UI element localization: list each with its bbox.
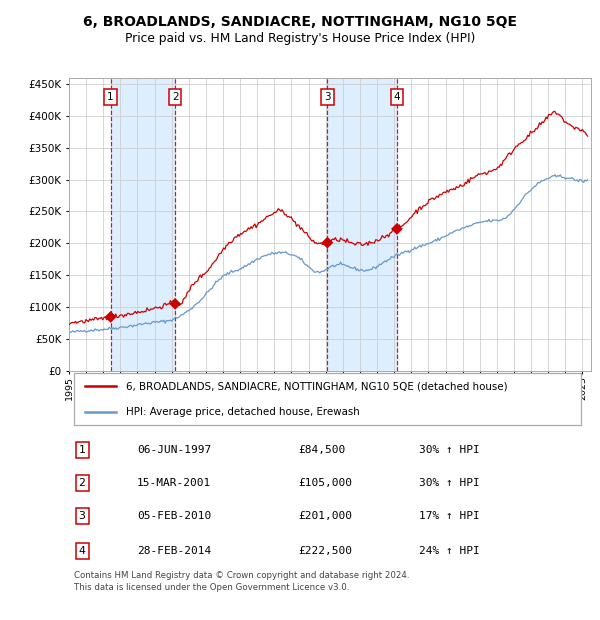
- Text: 30% ↑ HPI: 30% ↑ HPI: [419, 478, 479, 488]
- Text: £84,500: £84,500: [299, 445, 346, 455]
- Text: 6, BROADLANDS, SANDIACRE, NOTTINGHAM, NG10 5QE (detached house): 6, BROADLANDS, SANDIACRE, NOTTINGHAM, NG…: [127, 381, 508, 391]
- Text: £201,000: £201,000: [299, 511, 353, 521]
- Text: 1: 1: [79, 445, 85, 455]
- Text: Contains HM Land Registry data © Crown copyright and database right 2024.
This d: Contains HM Land Registry data © Crown c…: [74, 572, 410, 592]
- Bar: [110, 78, 175, 371]
- Text: 05-FEB-2010: 05-FEB-2010: [137, 511, 211, 521]
- Point: [106, 312, 115, 322]
- Text: £222,500: £222,500: [299, 546, 353, 556]
- Text: 4: 4: [79, 546, 85, 556]
- Text: 15-MAR-2001: 15-MAR-2001: [137, 478, 211, 488]
- Bar: [328, 78, 397, 371]
- Point: [392, 224, 402, 234]
- Text: HPI: Average price, detached house, Erewash: HPI: Average price, detached house, Erew…: [127, 407, 360, 417]
- Text: 06-JUN-1997: 06-JUN-1997: [137, 445, 211, 455]
- Text: 6, BROADLANDS, SANDIACRE, NOTTINGHAM, NG10 5QE: 6, BROADLANDS, SANDIACRE, NOTTINGHAM, NG…: [83, 16, 517, 30]
- Text: 3: 3: [79, 511, 85, 521]
- Text: Price paid vs. HM Land Registry's House Price Index (HPI): Price paid vs. HM Land Registry's House …: [125, 32, 475, 45]
- Text: 17% ↑ HPI: 17% ↑ HPI: [419, 511, 479, 521]
- Text: 28-FEB-2014: 28-FEB-2014: [137, 546, 211, 556]
- Text: 30% ↑ HPI: 30% ↑ HPI: [419, 445, 479, 455]
- Text: £105,000: £105,000: [299, 478, 353, 488]
- Point: [170, 299, 180, 309]
- Text: 2: 2: [79, 478, 85, 488]
- FancyBboxPatch shape: [74, 373, 581, 425]
- Text: 2: 2: [172, 92, 178, 102]
- Point: [323, 237, 332, 247]
- Text: 4: 4: [394, 92, 400, 102]
- Text: 24% ↑ HPI: 24% ↑ HPI: [419, 546, 479, 556]
- Text: 1: 1: [107, 92, 114, 102]
- Text: 3: 3: [324, 92, 331, 102]
